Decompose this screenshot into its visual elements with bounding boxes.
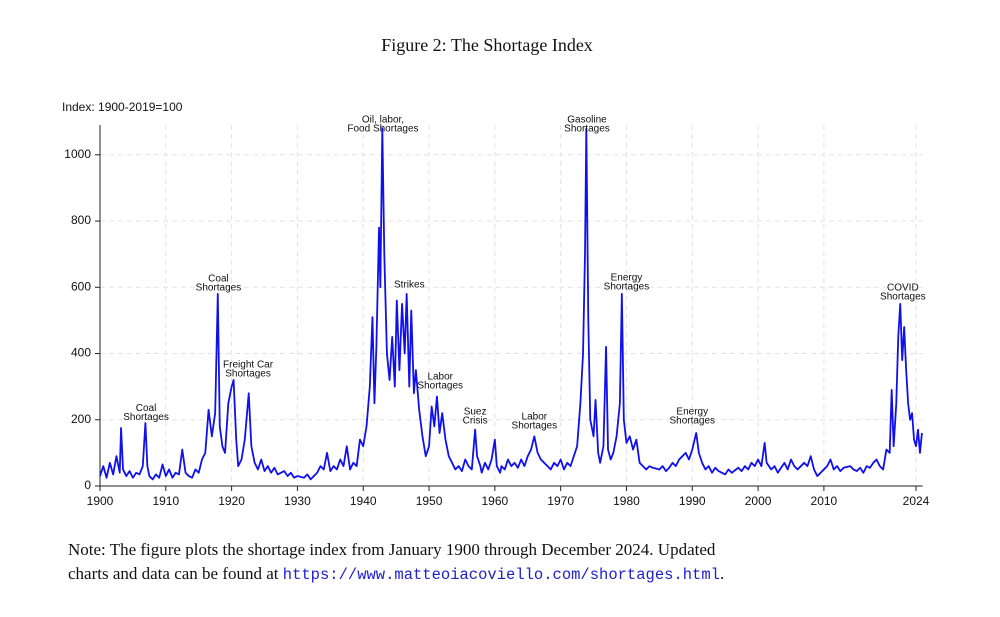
annotation: Labor (522, 412, 548, 423)
annotation: Energy (676, 407, 708, 418)
chart: Figure 2: The Shortage Index Index: 1900… (62, 35, 930, 508)
annotation: Shortages (604, 282, 650, 293)
note-text: charts and data can be found at (68, 564, 283, 583)
note: Note: The figure plots the shortage inde… (68, 538, 724, 587)
annotation: Food Shortages (347, 124, 418, 135)
x-tick-label: 1980 (613, 494, 640, 508)
note-line: charts and data can be found at https://… (68, 562, 724, 587)
annotation: Freight Car (223, 360, 274, 371)
x-tick-label: 1990 (679, 494, 706, 508)
x-tick-label: 1950 (416, 494, 443, 508)
x-tick-label: 1930 (284, 494, 311, 508)
y-axis-label: Index: 1900-2019=100 (62, 100, 183, 114)
note-text: . (719, 564, 725, 583)
x-tick-label: 1910 (152, 494, 179, 508)
x-tick-label: 1940 (350, 494, 377, 508)
annotation: COVID (887, 283, 919, 294)
y-tick-label: 600 (71, 279, 91, 293)
x-tick-label: 1900 (87, 494, 114, 508)
annotation: Shortages (225, 369, 271, 380)
x-tick-label: 1960 (481, 494, 508, 508)
y-tick-label: 400 (71, 346, 91, 360)
chart-title: Figure 2: The Shortage Index (381, 35, 593, 55)
y-tick-label: 200 (71, 412, 91, 426)
y-tick-label: 800 (71, 213, 91, 227)
annotation: Shortages (669, 416, 715, 427)
y-tick-label: 0 (84, 478, 91, 492)
y-tick-label: 1000 (64, 147, 91, 161)
x-tick-label: 2000 (745, 494, 772, 508)
annotation: Shortages (196, 283, 242, 294)
data-line (99, 127, 923, 481)
annotation: Oil, labor, (362, 115, 404, 126)
annotation: Shortages (417, 381, 463, 392)
annotation: Coal (136, 403, 157, 414)
note-line: Note: The figure plots the shortage inde… (68, 540, 716, 559)
x-tick-label: 2010 (811, 494, 838, 508)
annotation: Crisis (463, 416, 488, 427)
annotation: Coal (208, 274, 229, 285)
annotation: Shortages (512, 421, 558, 432)
annotation: Labor (427, 372, 453, 383)
annotation: Strikes (394, 280, 425, 291)
annotation: Shortages (123, 412, 169, 423)
note-link[interactable]: https://www.matteoiacoviello.com/shortag… (282, 566, 720, 584)
annotation: Shortages (880, 292, 926, 303)
annotation: Gasoline (567, 115, 607, 126)
annotation: Energy (611, 273, 643, 284)
annotation: Shortages (564, 124, 610, 135)
x-tick-label: 1920 (218, 494, 245, 508)
x-tick-label: 2024 (903, 494, 930, 508)
annotation: Suez (464, 407, 487, 418)
x-tick-label: 1970 (547, 494, 574, 508)
